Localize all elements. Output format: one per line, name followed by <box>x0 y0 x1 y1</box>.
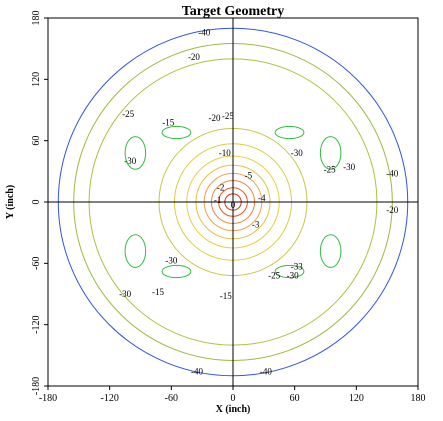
y-tick-label-0: -180 <box>31 377 42 395</box>
y-tick-label-3: 0 <box>31 200 42 205</box>
contour-label-5: -25 <box>222 111 234 121</box>
contour-label-12: -10 <box>219 148 231 158</box>
contour-label-9: -30 <box>343 162 355 172</box>
contour-label-8: -25 <box>324 164 336 174</box>
x-tick-layer: -180 -120 -60 0 60 120 180 <box>39 386 426 404</box>
x-tick-label-6: 180 <box>411 393 426 404</box>
chart-title: Target Geometry <box>182 4 285 19</box>
x-tick-label-4: 60 <box>290 393 300 404</box>
contour-label-21: -25 <box>268 271 280 281</box>
x-tick-label-2: -60 <box>165 393 178 404</box>
x-tick-label-0: -180 <box>39 393 57 404</box>
contour-label-10: -40 <box>386 168 398 178</box>
contour-lobe-3 <box>274 125 305 140</box>
x-tick-label-3: 0 <box>231 393 236 404</box>
contour-label-19: -30 <box>165 255 177 265</box>
y-tick-label-5: 120 <box>31 72 42 87</box>
contour-label-27: -40 <box>260 367 272 377</box>
contour-label-4: -20 <box>209 113 221 123</box>
contour-label-7: -30 <box>291 148 303 158</box>
contour-lobe-4 <box>124 234 147 268</box>
contour-lobe-6 <box>161 264 192 279</box>
contour-label-0: -40 <box>198 27 210 37</box>
y-tick-label-1: -120 <box>31 315 42 333</box>
contour-label-18: -3 <box>252 219 260 229</box>
contour-label-6: -30 <box>124 156 136 166</box>
contour-label-20: -33 <box>291 261 303 271</box>
contour-label-layer: -40-20-25-15 -20 -25-30-30-25 -30-40-20-10-… <box>119 27 399 376</box>
contour-label-16: 0 <box>231 200 236 210</box>
contour-label-3: -15 <box>162 117 174 127</box>
contour-lobe-5 <box>319 234 342 268</box>
y-tick-label-6: 180 <box>31 11 42 26</box>
contour-label-11: -20 <box>386 205 398 215</box>
contour-label-25: -15 <box>220 291 232 301</box>
contour-lobe-1 <box>319 136 342 170</box>
contour-label-22: -30 <box>287 271 299 281</box>
y-tick-label-2: -60 <box>31 257 42 270</box>
contour-label-1: -20 <box>188 52 200 62</box>
contour-lobe-2 <box>161 125 192 140</box>
contour-label-23: -30 <box>119 289 131 299</box>
contour-label-2: -25 <box>122 109 134 119</box>
contour-label-15: -1 <box>214 195 222 205</box>
contour-label-17: -4 <box>258 193 266 203</box>
contour-lobe-0 <box>124 136 147 170</box>
contour-label-24: -15 <box>152 287 164 297</box>
contour-lobe-7 <box>274 264 305 279</box>
contour-label-26: -40 <box>191 367 203 377</box>
x-axis-label: X (inch) <box>216 404 251 415</box>
contour-label-14: -2 <box>217 183 225 193</box>
x-tick-label-1: -120 <box>100 393 118 404</box>
x-tick-label-5: 120 <box>349 393 364 404</box>
lobe-layer <box>124 125 342 279</box>
contour-label-13: -5 <box>245 170 253 180</box>
y-axis-label: Y (inch) <box>5 185 16 219</box>
y-tick-layer: -180 -120 -60 0 60 120 180 <box>31 11 48 395</box>
y-tick-label-4: 60 <box>31 136 42 146</box>
